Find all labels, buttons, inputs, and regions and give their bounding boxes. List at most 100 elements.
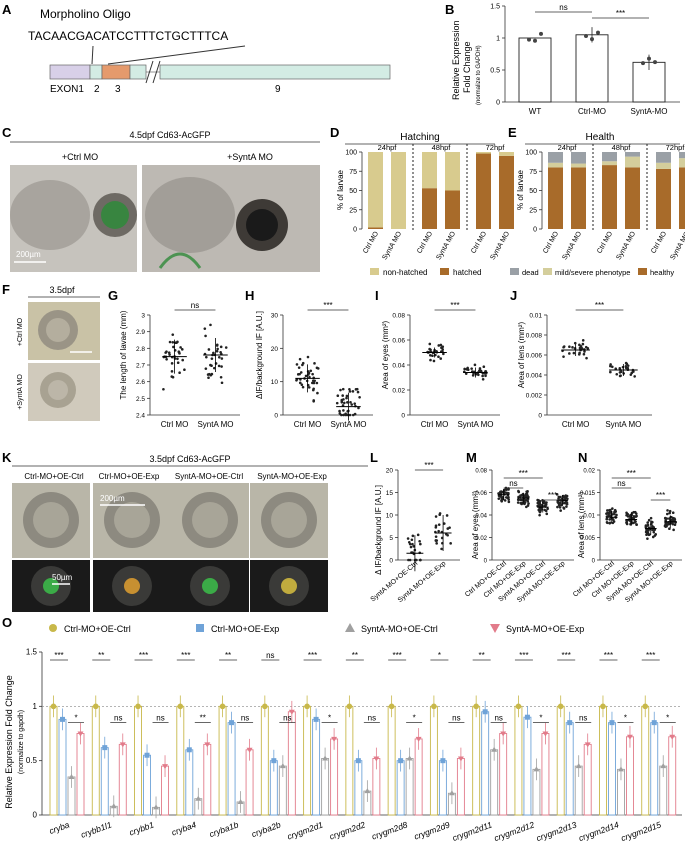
o-low-sig: *: [413, 714, 416, 723]
panel-b: B Relative Expression Fold Change (norma…: [445, 2, 680, 116]
o-point: [50, 703, 57, 710]
h-point: [341, 394, 344, 397]
d-bar-nonhatched: [445, 152, 460, 191]
j-ytick-label: 0: [538, 413, 542, 420]
j-point: [582, 352, 586, 356]
d-legend-hatched: hatched: [453, 268, 481, 277]
l-point: [434, 515, 438, 518]
d-bar-hatched: [476, 153, 491, 229]
panel-l-letter: L: [370, 450, 378, 465]
m-point: [565, 505, 568, 508]
o-ytick-label: 0.5: [26, 756, 38, 765]
m-a-sig: ***: [519, 469, 528, 478]
d-ytick-label: 0: [353, 227, 357, 234]
o-low-sig: ns: [368, 714, 376, 723]
h-point: [353, 412, 357, 416]
o-bar: [541, 733, 550, 816]
b-bar: [575, 34, 609, 103]
m-point: [545, 512, 549, 516]
o-ylabel-1: Relative Expression Fold Change: [4, 675, 14, 809]
o-low-sig: ns: [114, 714, 122, 723]
m-point: [519, 495, 522, 499]
o-point: [406, 755, 413, 761]
o-top-sig: **: [98, 651, 104, 660]
panel-h: H ΔIF/background IF [A.U.] 0 10 20 30 Ctrl M…: [245, 288, 373, 429]
j-point: [572, 351, 576, 355]
n-point: [625, 521, 628, 524]
o-point: [626, 734, 633, 740]
h-point: [295, 363, 299, 366]
o-point: [313, 716, 319, 722]
i-ylabel: Area of eyes (mm²): [381, 320, 390, 389]
o-point: [322, 755, 329, 761]
d-ylabel: % of larvae: [336, 169, 345, 210]
o-point: [660, 763, 667, 769]
i-sig: ***: [450, 301, 459, 310]
m-point: [525, 505, 528, 509]
l-point: [419, 542, 422, 546]
d-time-label: 48hpf: [432, 143, 452, 152]
o-point: [617, 766, 624, 772]
g-point: [212, 351, 215, 355]
o-point: [491, 746, 498, 752]
panel-f: F 3.5dpf +Ctrl MO +SyntA MO: [2, 282, 100, 421]
n-point: [635, 514, 638, 518]
n-point: [605, 517, 608, 521]
j-point: [573, 341, 577, 345]
panel-l: L Δ IF/background IF [A.U.] 0 5 10 15 20 Synt…: [370, 450, 460, 604]
h-point: [358, 395, 361, 399]
m-point: [516, 498, 520, 502]
j-point: [624, 366, 628, 370]
n-c-sig: ***: [656, 491, 665, 500]
g-point: [210, 357, 214, 360]
o-top-sig: ***: [181, 651, 190, 660]
exon-label-3: 3: [115, 84, 121, 95]
e-bar-mildseverephenotype: [656, 162, 671, 169]
j-point: [585, 356, 588, 360]
g-xtick-label: SyntA MO: [197, 420, 233, 429]
h-point: [336, 394, 340, 398]
k-col-4: SyntA-MO+OE-Exp: [257, 472, 327, 481]
m-c-sig: ***: [548, 491, 557, 500]
o-bar: [650, 722, 659, 816]
panel-m-letter: M: [466, 450, 477, 465]
j-point: [615, 372, 619, 376]
j-ytick-label: 0.004: [526, 373, 543, 380]
k-lens: [192, 502, 228, 538]
j-point: [609, 363, 612, 366]
l-point: [434, 539, 438, 542]
n-point: [645, 524, 649, 527]
f-label-synta: +SyntA MO: [17, 374, 24, 410]
f-label-ctrl: +Ctrl MO: [17, 317, 24, 346]
panel-g: G The length of lavae (mm) 2.42.52.62.72…: [108, 288, 240, 429]
n-point: [672, 528, 675, 532]
m-ytick-label: 0.06: [475, 491, 487, 497]
o-point: [271, 758, 277, 764]
o-xtick-label: cryba2b: [250, 819, 282, 839]
e-bar-healthy: [548, 167, 563, 229]
l-point: [449, 542, 452, 545]
l-point: [435, 542, 438, 545]
o-point: [669, 734, 676, 740]
chart-b: 0 0.5 1 1.5 WT Ctrl-MO SyntA-MO ns ***: [490, 3, 680, 116]
l-point: [434, 526, 438, 529]
e-bar-healthy: [656, 168, 671, 229]
i-point: [428, 347, 431, 351]
o-point: [119, 742, 126, 748]
h-point: [351, 390, 355, 393]
o-bar: [429, 705, 438, 816]
o-bar: [641, 705, 650, 816]
panel-c-letter: C: [2, 125, 12, 140]
h-point: [341, 387, 345, 391]
b-point: [653, 60, 657, 65]
o-low-sig: *: [328, 714, 331, 723]
panel-c: C 4.5dpf Cd63-AcGFP +Ctrl MO +SyntA MO 2…: [2, 125, 320, 272]
n-point: [615, 513, 618, 517]
h-point: [311, 381, 314, 385]
o-point: [609, 720, 615, 726]
o-point: [102, 745, 108, 751]
h-point: [339, 388, 342, 392]
i-ytick-label: 0.02: [392, 388, 405, 395]
m-point: [519, 498, 522, 502]
